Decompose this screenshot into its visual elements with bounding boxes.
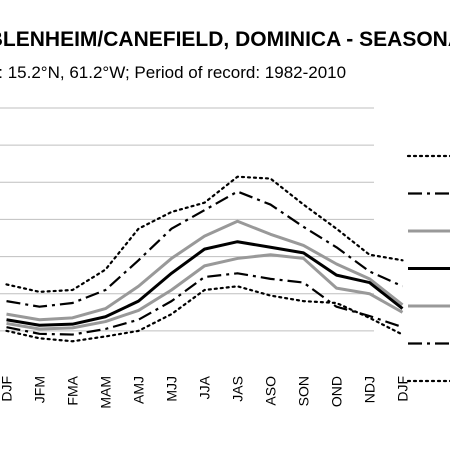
series-lines bbox=[5, 175, 404, 343]
x-tick-label: MJJ bbox=[164, 376, 180, 402]
x-tick-label: FMA bbox=[65, 375, 81, 405]
series-line-1 bbox=[5, 175, 404, 293]
x-tick-label: SON bbox=[296, 376, 312, 406]
x-tick-label: JAS bbox=[230, 376, 246, 402]
series-line-2 bbox=[6, 190, 403, 308]
series-line-3 bbox=[6, 219, 404, 322]
x-tick-label: ASO bbox=[263, 376, 279, 406]
x-tick-label: AMJ bbox=[131, 376, 147, 404]
series-line-6 bbox=[6, 272, 403, 336]
gridlines bbox=[0, 107, 374, 332]
x-axis-tick-labels: DJF JFM FMA MAM AMJ MJJ JJA JAS ASO SON OND NDJ DJF bbox=[0, 375, 411, 408]
x-tick-label: DJF bbox=[0, 376, 15, 402]
x-tick-label: OND bbox=[329, 376, 345, 407]
x-tick-label: NDJ bbox=[362, 376, 378, 403]
series-line-5 bbox=[6, 253, 404, 331]
chart-subtitle: Location: 15.2°N, 61.2°W; Period of reco… bbox=[0, 63, 346, 82]
x-tick-label: MAM bbox=[98, 376, 114, 409]
x-tick-label: JJA bbox=[197, 375, 213, 399]
series-line-4 bbox=[6, 240, 404, 327]
series-line-7 bbox=[5, 285, 404, 343]
legend bbox=[406, 154, 450, 383]
x-tick-label: JFM bbox=[32, 376, 48, 403]
chart-title: MELVILLE HALL, BLENHEIM/CANEFIELD, DOMIN… bbox=[0, 28, 450, 51]
x-tick-label: DJF bbox=[395, 376, 411, 402]
